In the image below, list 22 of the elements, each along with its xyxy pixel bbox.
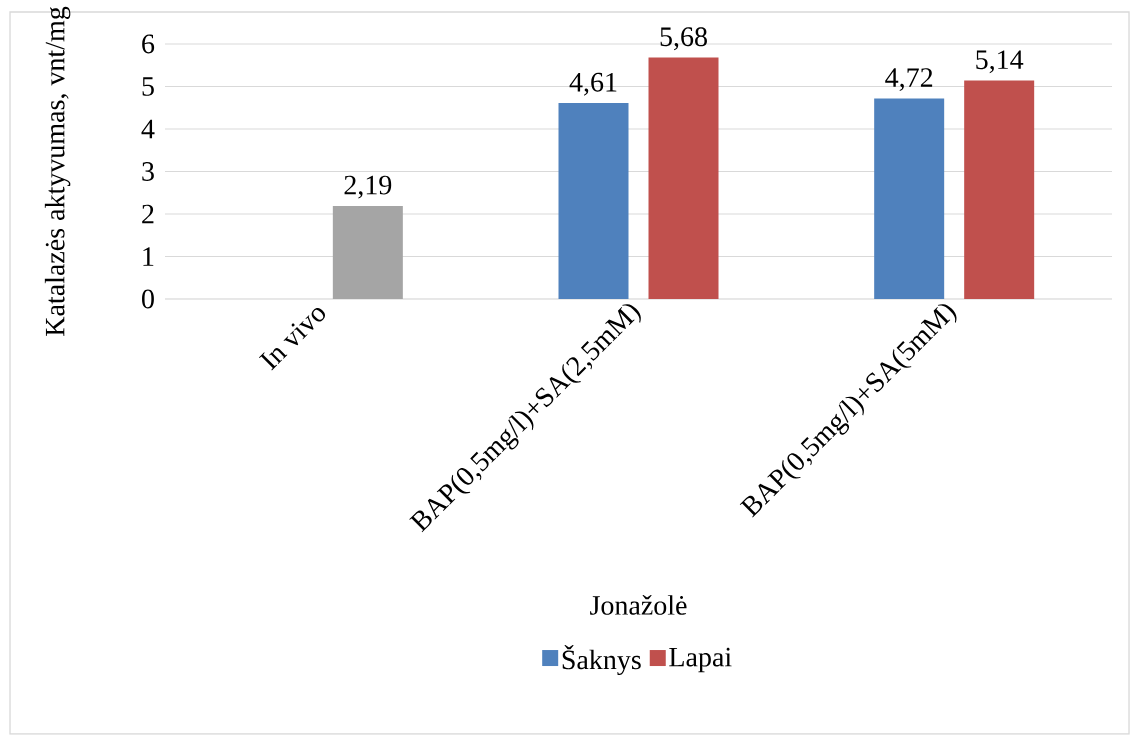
x-axis-title: Jonažolė [590,595,687,615]
legend-label: Šaknys [562,645,641,676]
y-tick-label: 2 [142,204,154,224]
bar [964,80,1035,299]
y-tick-label: 1 [143,247,154,266]
data-label: 4,72 [885,68,933,92]
y-tick-label: 0 [142,289,154,309]
bar [648,57,719,299]
y-tick-label: 4 [141,119,155,139]
bar [874,98,945,299]
y-axis-title: Katalazės aktyvumas, vnt/mg [44,6,71,336]
data-label: 5,14 [976,50,1024,74]
x-tick-label: In vivo [258,308,326,371]
data-label: 2,19 [344,175,392,199]
y-tick-label: 6 [142,34,155,54]
bar [332,205,403,299]
legend-label: Lapai [669,647,732,673]
data-label: 5,68 [660,27,707,51]
y-tick-label: 3 [142,162,154,181]
bar [558,103,629,299]
y-tick-label: 5 [142,77,154,96]
data-label: 4,61 [569,72,617,96]
